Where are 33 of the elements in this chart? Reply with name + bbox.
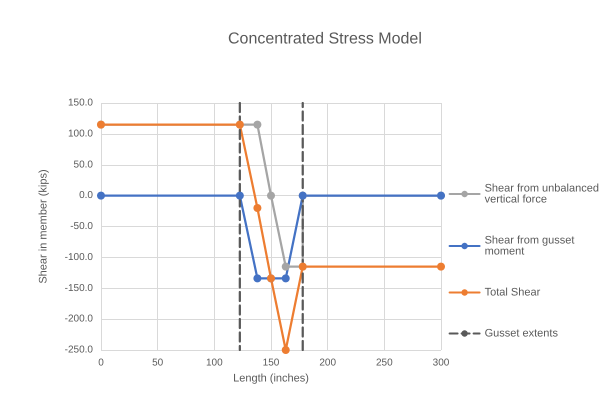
x-tick-label: 200 <box>319 358 336 368</box>
y-tick-label: -100.0 <box>64 252 94 263</box>
point <box>253 204 262 212</box>
x-axis-title: Length (inches) <box>233 372 309 384</box>
y-tick-label: -150.0 <box>64 282 94 294</box>
point <box>282 346 290 354</box>
chart-title: Concentrated Stress Model <box>228 30 422 48</box>
point <box>282 262 290 271</box>
y-tick-label: 50.0 <box>74 159 94 170</box>
point <box>253 274 262 282</box>
x-tick-label: 0 <box>98 358 104 368</box>
point <box>267 192 275 200</box>
legend-label: Shear from gusset moment <box>484 234 578 258</box>
y-tick-label: -200.0 <box>64 314 94 325</box>
point <box>282 274 290 282</box>
point <box>97 192 105 200</box>
point <box>236 192 244 200</box>
y-tick-label: -50.0 <box>70 221 94 232</box>
x-tick-label: 100 <box>206 358 224 368</box>
y-axis-title: Shear in member (kips) <box>38 169 50 284</box>
point <box>253 120 262 129</box>
y-tick-label: 100.0 <box>68 128 94 140</box>
point <box>437 262 445 271</box>
legend-label: Shear from unbalanced vertical force <box>484 182 602 206</box>
y-tick-label: 0.0 <box>79 190 94 202</box>
y-tick-label: 150.0 <box>68 98 94 108</box>
x-tick-label: 250 <box>376 358 394 368</box>
x-tick-label: 150 <box>262 358 280 368</box>
x-tick-label: 300 <box>432 358 450 368</box>
x-tick-label: 50 <box>152 358 164 368</box>
legend-label: Total Shear <box>484 286 541 298</box>
legend-label: Gusset extents <box>484 328 558 340</box>
y-tick-label: -250.0 <box>64 344 94 356</box>
